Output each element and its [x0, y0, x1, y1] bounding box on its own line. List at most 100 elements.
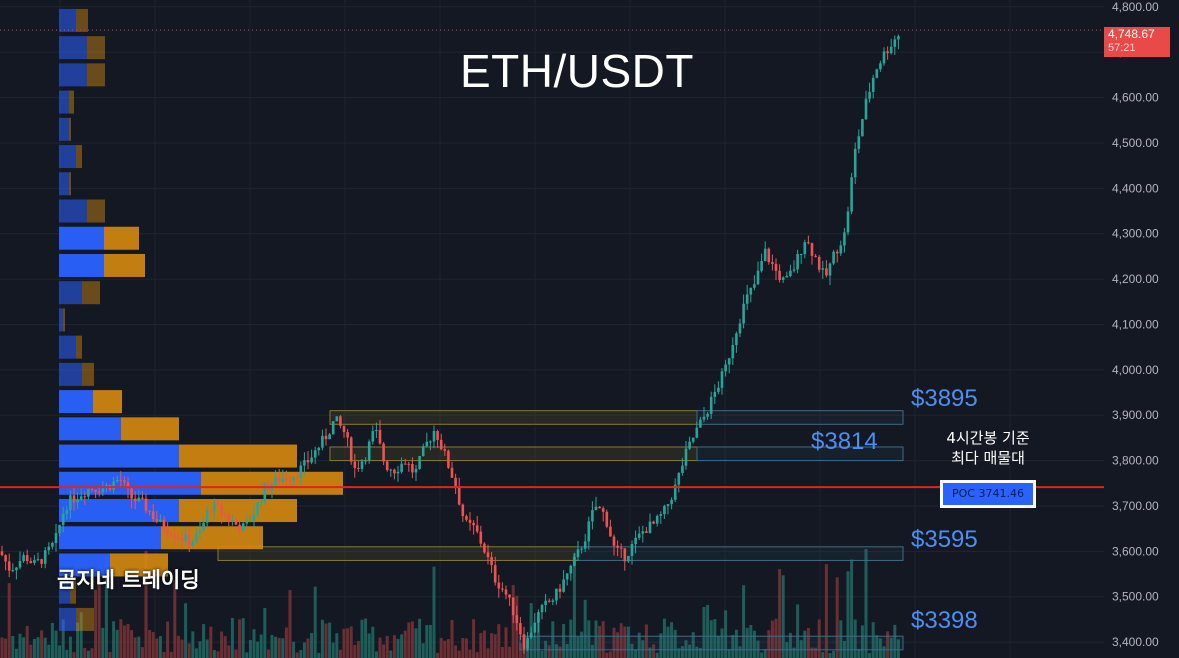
volume-bar [659, 633, 663, 658]
volume-bar [745, 627, 749, 658]
volume-bar [533, 636, 537, 658]
volume-bar [389, 650, 393, 658]
candle-body [871, 77, 875, 92]
candle-body [591, 510, 594, 522]
candle-body [292, 477, 295, 481]
volume-bar [238, 619, 242, 658]
zone-highlight [329, 446, 698, 462]
volume-bar [353, 644, 357, 658]
volume-bar [266, 649, 270, 658]
volume-bar [436, 652, 440, 658]
candle-body [727, 358, 731, 365]
volume-bar [176, 635, 180, 658]
candle-body [159, 519, 162, 522]
profile-buy-bar [59, 63, 87, 87]
volume-bar [29, 644, 33, 658]
candle-body [735, 333, 738, 346]
candle-body [699, 419, 702, 428]
volume-bar [677, 648, 681, 658]
volume-bar [108, 651, 112, 658]
candle-body [155, 519, 159, 522]
volume-bar [605, 652, 609, 658]
candle-body [529, 632, 533, 638]
candle-body [342, 425, 346, 433]
candle-body [684, 448, 688, 466]
volume-bar [0, 637, 4, 658]
candle-body [803, 242, 807, 255]
volume-bar [241, 618, 245, 658]
volume-bar [821, 652, 825, 658]
profile-buy-bar [59, 36, 87, 60]
volume-bar [115, 629, 119, 658]
candle-body [544, 600, 547, 605]
candle-body [601, 508, 605, 512]
volume-bar [284, 627, 288, 658]
candle-body [562, 579, 565, 592]
candle-body [317, 447, 321, 451]
candle-body [670, 499, 673, 505]
profile-sell-bar [87, 36, 105, 60]
poc-annotation: 4시간봉 기준 최다 매물대 [930, 428, 1046, 468]
volume-bar [882, 646, 886, 658]
zone-box [696, 410, 904, 425]
volume-bar [338, 649, 342, 658]
volume-bar [144, 550, 148, 658]
volume-bar [706, 604, 710, 658]
volume-bar [518, 643, 522, 658]
volume-bar [248, 640, 252, 658]
volume-bar [342, 628, 346, 658]
volume-bar [346, 628, 350, 658]
volume-bar [612, 627, 616, 658]
volume-bar [97, 565, 101, 658]
volume-bar [421, 643, 425, 658]
y-tick-label: 3,800.00 [1112, 454, 1159, 468]
candle-body [18, 561, 22, 568]
profile-sell-bar [121, 417, 179, 441]
candle-body [677, 473, 681, 485]
candle-body [745, 294, 749, 304]
candle-body [7, 561, 11, 571]
volume-bar [860, 625, 864, 658]
volume-bar [162, 652, 166, 658]
y-tick-label: 4,000.00 [1112, 363, 1159, 377]
candle-body [245, 521, 249, 524]
y-tick-label: 4,800.00 [1112, 0, 1159, 14]
candle-body [760, 261, 763, 271]
volume-bar [619, 623, 623, 658]
volume-bar [695, 646, 699, 658]
volume-bar [472, 619, 476, 658]
volume-bar [864, 549, 868, 658]
volume-bar [79, 612, 83, 658]
candle-body [79, 496, 83, 500]
zone-box [519, 635, 904, 651]
candle-body [234, 520, 238, 525]
volume-bar [756, 640, 760, 658]
profile-buy-bar [59, 362, 82, 386]
volume-bar [713, 619, 717, 658]
candle-body [421, 446, 425, 457]
volume-bar [587, 620, 591, 658]
candle-body [133, 498, 137, 502]
volume-bar [781, 575, 785, 658]
candle-body [321, 435, 324, 448]
y-tick-label: 4,400.00 [1112, 181, 1159, 195]
candle-body [634, 537, 637, 545]
y-tick-label: 3,500.00 [1112, 590, 1159, 604]
volume-bar [209, 626, 213, 658]
volume-bar [216, 651, 220, 658]
candle-body [227, 514, 231, 521]
volume-bar [443, 640, 447, 658]
volume-bar [169, 651, 173, 658]
candle-body [861, 119, 864, 137]
candle-body [94, 489, 97, 492]
candle-body [616, 545, 619, 548]
volume-bar [796, 604, 800, 658]
zone-box [577, 546, 904, 561]
candle-body [76, 499, 79, 503]
volume-bar [432, 566, 436, 658]
volume-bar [824, 564, 828, 658]
y-tick-label: 3,700.00 [1112, 499, 1159, 513]
candle-body [522, 634, 526, 649]
volume-bar [601, 621, 605, 658]
volume-bar [180, 639, 184, 658]
